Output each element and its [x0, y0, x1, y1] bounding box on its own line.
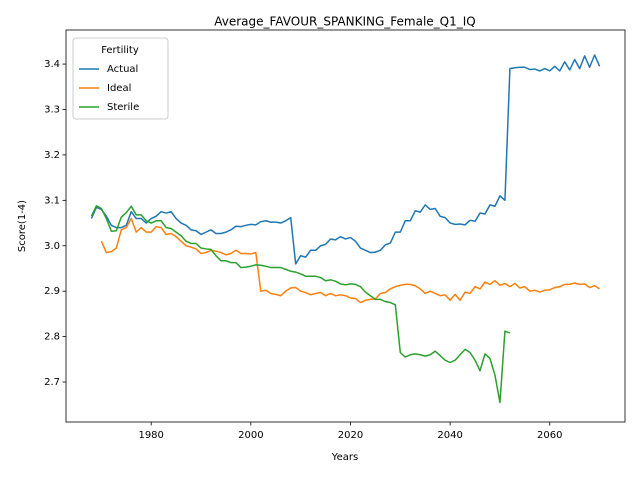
y-tick-label: 2.7 [44, 377, 60, 388]
line-series [90, 205, 511, 404]
y-tick-label: 3.4 [44, 59, 60, 70]
legend-title: Fertility [101, 45, 139, 56]
y-tick-label: 3.3 [44, 104, 60, 115]
x-tick-label: 2020 [338, 430, 363, 441]
y-tick-label: 3.1 [44, 195, 60, 206]
legend-label: Actual [107, 64, 138, 75]
line-series [90, 54, 601, 265]
x-tick-label: 1980 [138, 430, 163, 441]
x-tick-label: 2000 [238, 430, 263, 441]
chart-title: Average_FAVOUR_SPANKING_Female_Q1_IQ [214, 15, 476, 29]
y-axis-label: Score(1-4) [17, 200, 28, 252]
y-tick-label: 3.2 [44, 150, 60, 161]
x-axis-label: Years [331, 452, 358, 463]
legend-label: Ideal [107, 83, 131, 94]
legend-box [72, 37, 169, 120]
line-series [100, 217, 600, 304]
y-tick-label: 2.8 [44, 332, 60, 343]
plot-frame [65, 29, 626, 423]
x-tick-label: 2040 [437, 430, 462, 441]
y-tick-label: 3.0 [44, 241, 60, 252]
legend-label: Sterile [107, 102, 139, 113]
x-tick-label: 2060 [537, 430, 562, 441]
y-tick-label: 2.9 [44, 286, 60, 297]
